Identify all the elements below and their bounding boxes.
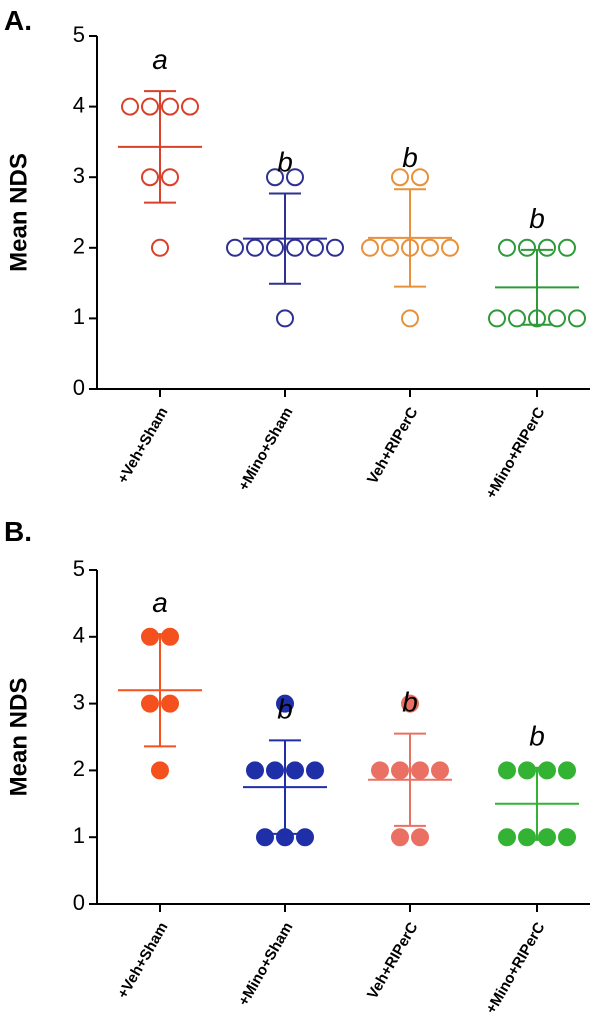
y-tick-label: 4 xyxy=(73,623,85,648)
significance-letter: b xyxy=(402,142,418,173)
data-point xyxy=(538,238,556,257)
data-point xyxy=(266,168,284,187)
data-point xyxy=(151,238,169,257)
x-tick-label: +Mino+Sham xyxy=(235,920,296,1009)
data-point xyxy=(391,168,409,187)
data-point xyxy=(518,238,536,257)
data-point xyxy=(391,761,409,780)
data-point xyxy=(286,761,304,780)
data-point xyxy=(568,309,586,328)
data-point xyxy=(276,694,294,713)
y-tick-label: 2 xyxy=(73,756,85,781)
data-point xyxy=(296,828,314,847)
data-point xyxy=(361,238,379,257)
data-point xyxy=(558,828,576,847)
y-tick-label: 2 xyxy=(73,234,85,259)
data-point xyxy=(381,238,399,257)
data-point xyxy=(266,761,284,780)
data-point xyxy=(558,761,576,780)
data-point xyxy=(498,828,516,847)
y-tick-label: 5 xyxy=(73,556,85,581)
significance-letter: b xyxy=(529,203,545,234)
data-point xyxy=(488,309,506,328)
data-point xyxy=(326,238,344,257)
data-point xyxy=(306,238,324,257)
data-point xyxy=(411,828,429,847)
data-point xyxy=(518,828,536,847)
significance-letter: b xyxy=(402,687,418,718)
y-tick-label: 3 xyxy=(73,689,85,714)
y-tick-label: 3 xyxy=(73,163,85,188)
data-point xyxy=(276,309,294,328)
data-point xyxy=(161,168,179,187)
data-point xyxy=(371,761,389,780)
data-point xyxy=(141,97,159,116)
y-tick-label: 1 xyxy=(73,304,85,329)
y-tick-label: 0 xyxy=(73,890,85,915)
y-tick-label: 0 xyxy=(73,375,85,400)
significance-letter: a xyxy=(152,44,168,75)
y-tick-label: 5 xyxy=(73,22,85,47)
data-point xyxy=(141,168,159,187)
data-point xyxy=(246,238,264,257)
data-point xyxy=(508,309,526,328)
data-point xyxy=(161,627,179,646)
y-axis-label: Mean NDS xyxy=(5,678,32,797)
data-point xyxy=(181,97,199,116)
data-point xyxy=(256,828,274,847)
data-point xyxy=(266,238,284,257)
data-point xyxy=(411,168,429,187)
x-tick-label: +Mino+Sham xyxy=(235,405,296,494)
data-point xyxy=(141,694,159,713)
data-point xyxy=(441,238,459,257)
x-tick-label: +Veh+Sham xyxy=(114,920,171,1002)
y-tick-label: 1 xyxy=(73,823,85,848)
data-point xyxy=(401,309,419,328)
data-point xyxy=(161,694,179,713)
data-point xyxy=(518,761,536,780)
panel-label: A. xyxy=(4,5,32,36)
data-point xyxy=(538,761,556,780)
significance-letter: b xyxy=(277,146,293,177)
data-point xyxy=(141,627,159,646)
y-tick-label: 4 xyxy=(73,92,85,117)
x-tick-label: +Mino+RIPerC xyxy=(482,404,548,501)
data-point xyxy=(431,761,449,780)
data-point xyxy=(558,238,576,257)
significance-letter: a xyxy=(152,587,168,618)
significance-letter: b xyxy=(277,693,293,724)
significance-letter: b xyxy=(529,721,545,752)
data-point xyxy=(391,828,409,847)
x-tick-label: Veh+RIPerC xyxy=(364,919,422,1002)
x-tick-label: +Veh+Sham xyxy=(114,405,171,487)
x-tick-label: +Mino+RIPerC xyxy=(482,919,548,1016)
data-point xyxy=(286,238,304,257)
y-axis-label: Mean NDS xyxy=(5,153,32,272)
data-point xyxy=(498,238,516,257)
panel-label: B. xyxy=(4,516,32,547)
data-point xyxy=(226,238,244,257)
data-point xyxy=(161,97,179,116)
data-point xyxy=(411,761,429,780)
x-tick-label: Veh+RIPerC xyxy=(364,404,422,487)
data-point xyxy=(306,761,324,780)
data-point xyxy=(498,761,516,780)
data-point xyxy=(151,761,169,780)
data-point xyxy=(548,309,566,328)
data-point xyxy=(246,761,264,780)
data-point xyxy=(538,828,556,847)
data-point xyxy=(421,238,439,257)
data-point xyxy=(286,168,304,187)
data-point xyxy=(121,97,139,116)
data-point xyxy=(401,694,419,713)
